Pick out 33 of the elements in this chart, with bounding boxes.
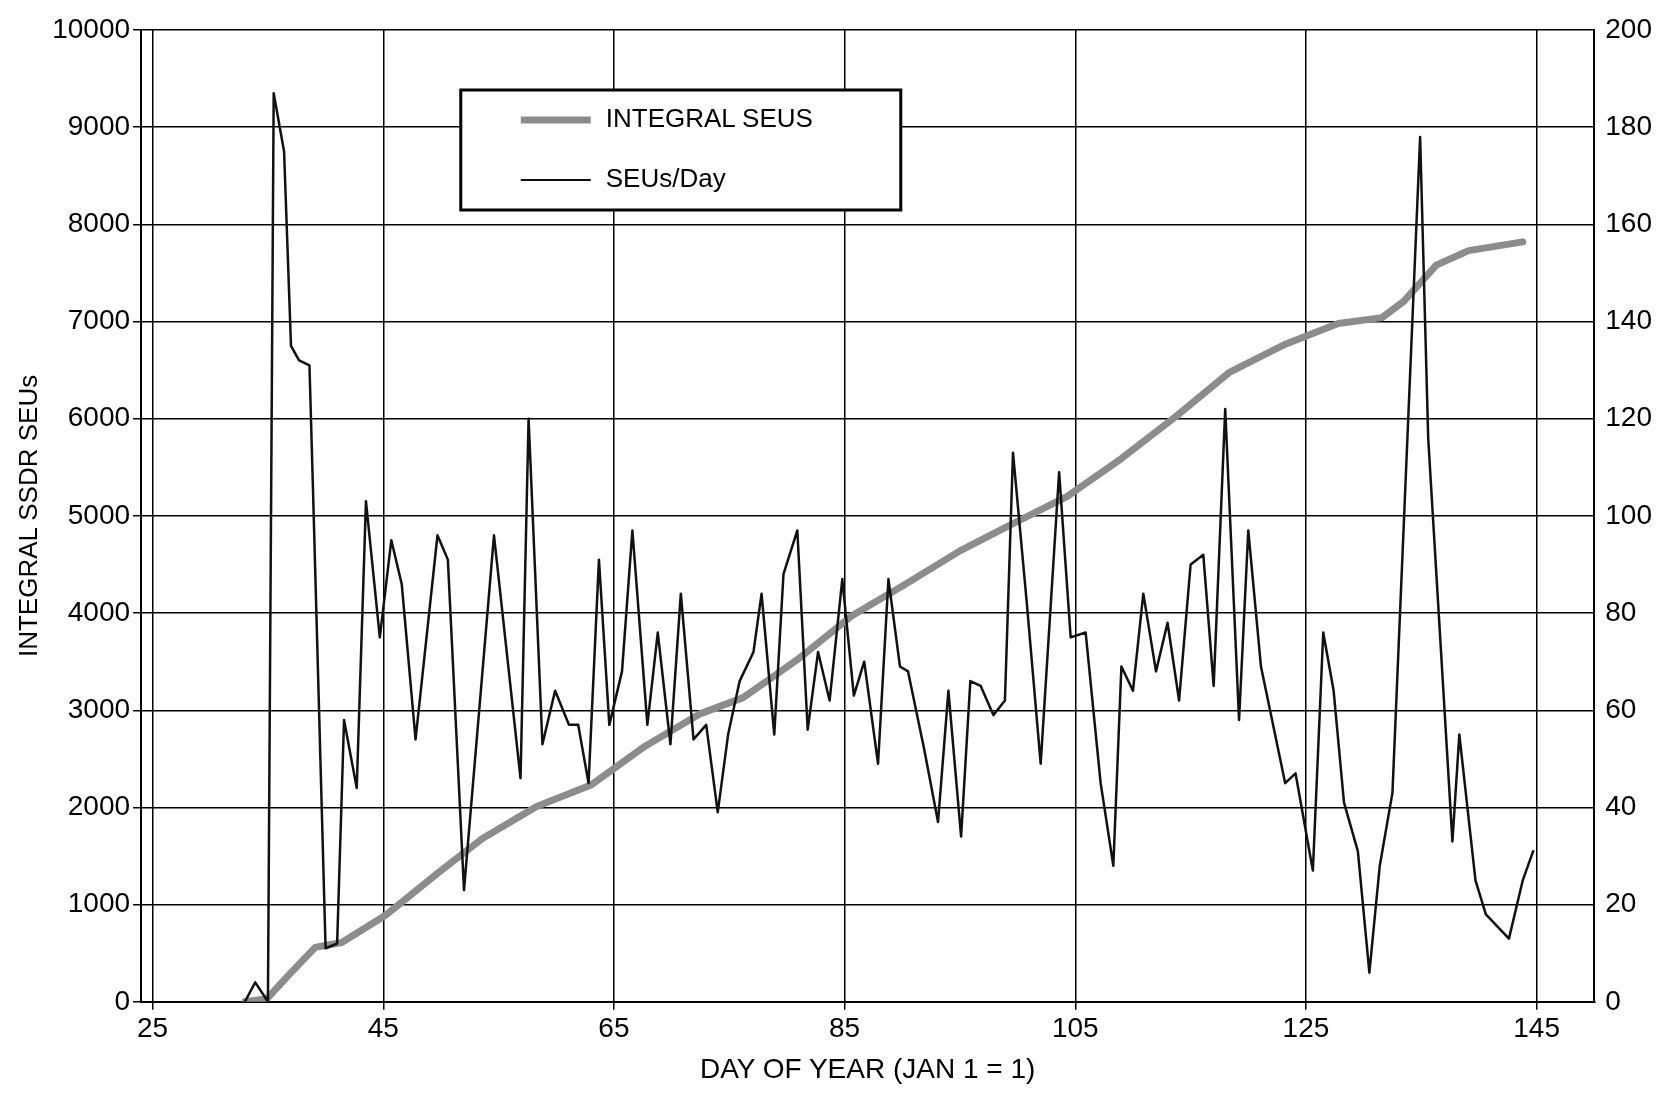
- x-tick-label: 65: [598, 1012, 630, 1044]
- y2-tick-label: 120: [1605, 401, 1652, 433]
- y-tick-label: 10000: [52, 12, 131, 44]
- y2-tick-label: 80: [1605, 595, 1637, 627]
- x-axis-title: DAY OF YEAR (JAN 1 = 1): [700, 1052, 1036, 1084]
- y2-tick-label: 0: [1605, 984, 1621, 1016]
- x-tick-label: 25: [137, 1012, 169, 1044]
- y2-tick-label: 40: [1605, 790, 1637, 822]
- y-tick-label: 6000: [67, 401, 131, 433]
- x-tick-label: 45: [367, 1012, 399, 1044]
- y2-tick-label: 60: [1605, 692, 1637, 724]
- y-tick-label: 1000: [67, 887, 131, 919]
- legend-label: INTEGRAL SEUS: [605, 103, 813, 134]
- y2-tick-label: 200: [1605, 12, 1652, 44]
- x-tick-label: 145: [1513, 1012, 1560, 1044]
- y2-tick-label: 180: [1605, 109, 1652, 141]
- x-tick-label: 85: [829, 1012, 861, 1044]
- y-tick-label: 3000: [67, 692, 131, 724]
- y-tick-label: 5000: [67, 498, 131, 530]
- y-tick-label: 4000: [67, 595, 131, 627]
- y-tick-label: 0: [114, 984, 131, 1016]
- y2-tick-label: 20: [1605, 887, 1637, 919]
- y-axis-title: INTEGRAL SSDR SEUs: [12, 374, 43, 658]
- y-tick-label: 8000: [67, 207, 131, 239]
- legend-label: SEUs/Day: [605, 163, 726, 194]
- x-tick-label: 105: [1051, 1012, 1099, 1044]
- y2-tick-label: 160: [1605, 207, 1652, 239]
- y2-tick-label: 100: [1605, 498, 1652, 530]
- y-tick-label: 7000: [67, 304, 131, 336]
- y2-tick-label: 140: [1605, 304, 1652, 336]
- y-tick-label: 9000: [67, 109, 131, 141]
- y-tick-label: 2000: [67, 790, 131, 822]
- x-tick-label: 125: [1282, 1012, 1330, 1044]
